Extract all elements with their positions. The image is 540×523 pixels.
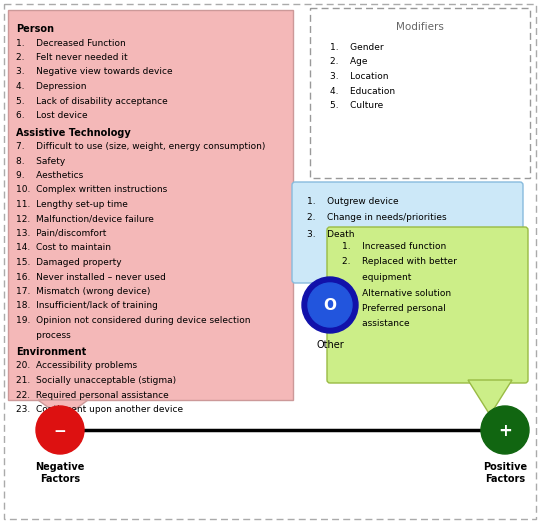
- Text: 4.    Depression: 4. Depression: [16, 82, 86, 91]
- Text: assistance: assistance: [342, 320, 410, 328]
- Text: Person: Person: [16, 24, 54, 34]
- Polygon shape: [38, 400, 88, 418]
- Text: 1.    Outgrew device: 1. Outgrew device: [307, 197, 399, 206]
- Text: Modifiers: Modifiers: [396, 22, 444, 32]
- Text: Other: Other: [316, 340, 344, 350]
- Text: 2.    Replaced with better: 2. Replaced with better: [342, 257, 457, 267]
- Text: 3.    Location: 3. Location: [330, 72, 388, 81]
- Text: 19.  Opinion not considered during device selection: 19. Opinion not considered during device…: [16, 316, 251, 325]
- Text: 18.  Insufficient/lack of training: 18. Insufficient/lack of training: [16, 301, 158, 311]
- Text: 2.    Age: 2. Age: [330, 58, 368, 66]
- Polygon shape: [322, 280, 358, 305]
- Text: 3.    Negative view towards device: 3. Negative view towards device: [16, 67, 173, 76]
- Text: 2.    Felt never needed it: 2. Felt never needed it: [16, 53, 127, 62]
- Circle shape: [302, 277, 358, 333]
- Text: 5.    Lack of disability acceptance: 5. Lack of disability acceptance: [16, 97, 168, 106]
- Text: 22.  Required personal assistance: 22. Required personal assistance: [16, 391, 168, 400]
- Text: 17.  Mismatch (wrong device): 17. Mismatch (wrong device): [16, 287, 150, 296]
- Text: equipment: equipment: [342, 273, 411, 282]
- Text: 1.    Increased function: 1. Increased function: [342, 242, 446, 251]
- Text: 12.  Malfunction/device failure: 12. Malfunction/device failure: [16, 214, 154, 223]
- Text: 3.    Death: 3. Death: [307, 230, 354, 239]
- FancyBboxPatch shape: [292, 182, 523, 283]
- FancyBboxPatch shape: [327, 227, 528, 383]
- Text: Positive
Factors: Positive Factors: [483, 462, 527, 484]
- Text: Environment: Environment: [16, 347, 86, 357]
- Text: 10.  Complex written instructions: 10. Complex written instructions: [16, 186, 167, 195]
- Text: 14.  Cost to maintain: 14. Cost to maintain: [16, 244, 111, 253]
- Text: 8.    Safety: 8. Safety: [16, 156, 65, 165]
- Text: 21.  Socially unacceptable (stigma): 21. Socially unacceptable (stigma): [16, 376, 176, 385]
- FancyBboxPatch shape: [310, 8, 530, 178]
- Text: 13.  Pain/discomfort: 13. Pain/discomfort: [16, 229, 106, 238]
- Polygon shape: [468, 380, 512, 415]
- Text: 4.    Education: 4. Education: [330, 86, 395, 96]
- Text: 1.    Gender: 1. Gender: [330, 43, 383, 52]
- Text: 2.    Change in needs/priorities: 2. Change in needs/priorities: [307, 213, 447, 222]
- Text: 9.    Aesthetics: 9. Aesthetics: [16, 171, 83, 180]
- Text: 1.    Decreased Function: 1. Decreased Function: [16, 39, 126, 48]
- Text: 20.  Accessibility problems: 20. Accessibility problems: [16, 361, 137, 370]
- Text: 7.    Difficult to use (size, weight, energy consumption): 7. Difficult to use (size, weight, energ…: [16, 142, 265, 151]
- Text: 3.    Alternative solution: 3. Alternative solution: [342, 289, 451, 298]
- Text: 11.  Lengthy set-up time: 11. Lengthy set-up time: [16, 200, 128, 209]
- Text: Negative
Factors: Negative Factors: [35, 462, 85, 484]
- Text: Assistive Technology: Assistive Technology: [16, 128, 131, 138]
- Text: 16.  Never installed – never used: 16. Never installed – never used: [16, 272, 166, 281]
- Text: 6.    Lost device: 6. Lost device: [16, 111, 87, 120]
- Text: −: −: [53, 424, 66, 438]
- Text: +: +: [498, 422, 512, 440]
- Text: 15.  Damaged property: 15. Damaged property: [16, 258, 122, 267]
- Text: 23.  Contingent upon another device: 23. Contingent upon another device: [16, 405, 183, 414]
- Circle shape: [481, 406, 529, 454]
- Text: 4.    Preferred personal: 4. Preferred personal: [342, 304, 446, 313]
- Circle shape: [36, 406, 84, 454]
- Text: 5.    Culture: 5. Culture: [330, 101, 383, 110]
- Text: process: process: [16, 331, 71, 339]
- FancyBboxPatch shape: [8, 10, 293, 400]
- Text: O: O: [323, 299, 336, 313]
- Circle shape: [308, 283, 352, 327]
